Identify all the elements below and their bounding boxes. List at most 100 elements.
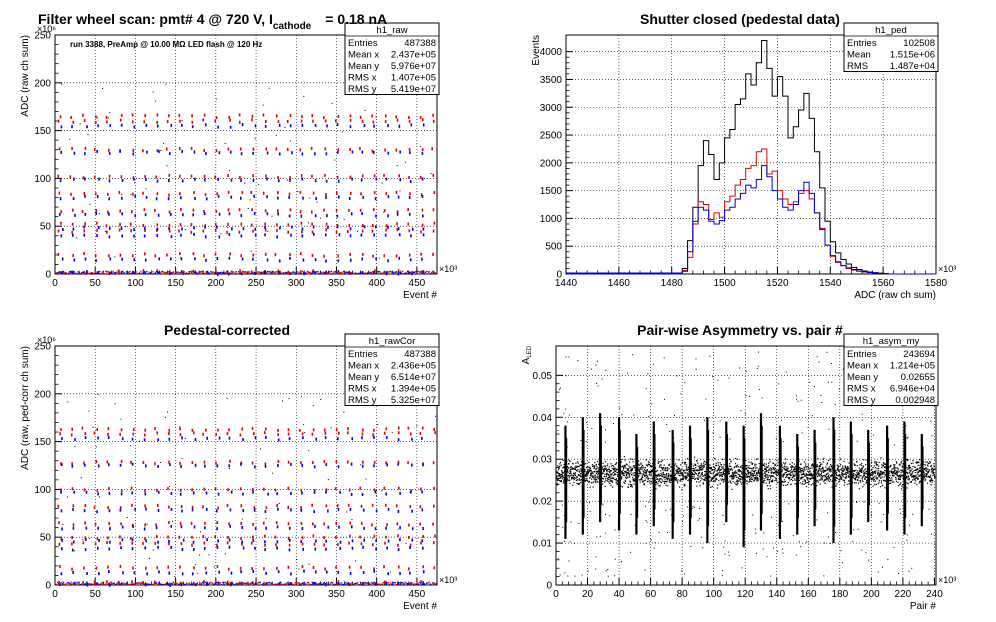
data-point-baseline [107,270,109,273]
data-point [857,472,860,474]
data-point-red [324,173,326,177]
data-point-red [348,488,351,492]
data-point-red [191,543,193,547]
data-point [610,473,612,476]
data-point-red [205,428,207,432]
data-point-blue [409,258,412,262]
data-point [648,474,650,476]
data-point-baseline [420,582,422,584]
data-point-red [252,535,254,539]
data-point-baseline [134,583,136,586]
data-point-red [168,193,170,197]
data-point-baseline [94,583,96,585]
data-point-blue [422,123,425,127]
data-point [753,477,755,479]
data-point-baseline [404,581,406,584]
data-point [604,485,606,488]
data-point [559,461,562,464]
data-point [615,463,617,465]
data-point [580,476,582,478]
data-point-blue [242,509,245,513]
data-point-red [433,541,435,545]
data-point-baseline [218,582,220,585]
data-point [836,469,838,471]
data-point-blue [375,509,378,513]
data-point-baseline [259,271,261,274]
data-point [721,468,723,470]
data-point [616,483,618,485]
data-point-blue [350,525,353,529]
data-point [648,461,650,464]
data-point [815,464,817,466]
data-point-blue [337,259,340,263]
data-point-red [94,253,97,257]
data-point [583,478,586,480]
data-point [611,473,613,475]
data-point-red [252,523,254,527]
data-point [805,473,808,476]
data-point [258,183,260,185]
data-point-baseline [233,583,235,586]
data-point [646,481,648,483]
data-point [820,463,822,465]
data-point-red [106,230,108,234]
data-point-baseline [288,271,290,274]
data-point-red [347,503,350,507]
data-point [848,473,851,475]
data-point-baseline [433,584,435,586]
data-point-red [96,427,99,431]
data-point-red [71,487,74,491]
data-point [372,537,374,539]
data-point-red [434,431,437,435]
data-point-baseline [216,272,218,275]
data-point-red [383,173,385,177]
data-point [684,469,686,471]
data-point [839,465,841,467]
data-point [578,470,580,472]
data-point-red [287,565,290,569]
data-point [793,470,795,472]
data-point [864,471,866,473]
data-point-baseline [126,271,129,273]
data-point [755,469,757,471]
data-point [718,480,720,482]
data-point [822,470,824,472]
data-point [782,481,784,483]
data-point-red [420,541,422,545]
data-point-baseline [190,273,193,275]
data-point [639,479,642,481]
data-point [658,465,661,467]
data-point-baseline [295,272,298,274]
data-point-baseline [81,272,83,274]
data-point-red [226,580,229,584]
data-point-red [432,113,434,117]
data-point [862,486,864,488]
data-point-red [383,431,386,435]
data-point [872,467,874,469]
data-point [738,473,740,476]
data-point [667,473,670,475]
data-point-red [132,566,134,570]
data-point [695,472,697,475]
data-point-blue [157,540,159,544]
data-point [721,478,724,480]
data-point-baseline [207,583,209,586]
data-point-blue [314,258,317,262]
data-point [708,480,711,482]
data-point-baseline [104,273,106,275]
data-point [596,468,598,470]
data-point [584,471,586,473]
data-point-red [216,192,218,196]
data-point-red [347,582,350,586]
data-point-red [95,566,98,570]
data-point [647,477,649,479]
data-point-baseline [161,583,164,586]
data-point [249,199,251,201]
data-point [801,473,803,475]
data-point-red [383,209,386,213]
data-point-red [131,120,134,124]
data-point [722,471,724,473]
data-point-baseline [235,270,237,273]
data-point-baseline [169,582,171,585]
data-point-baseline [174,583,176,585]
